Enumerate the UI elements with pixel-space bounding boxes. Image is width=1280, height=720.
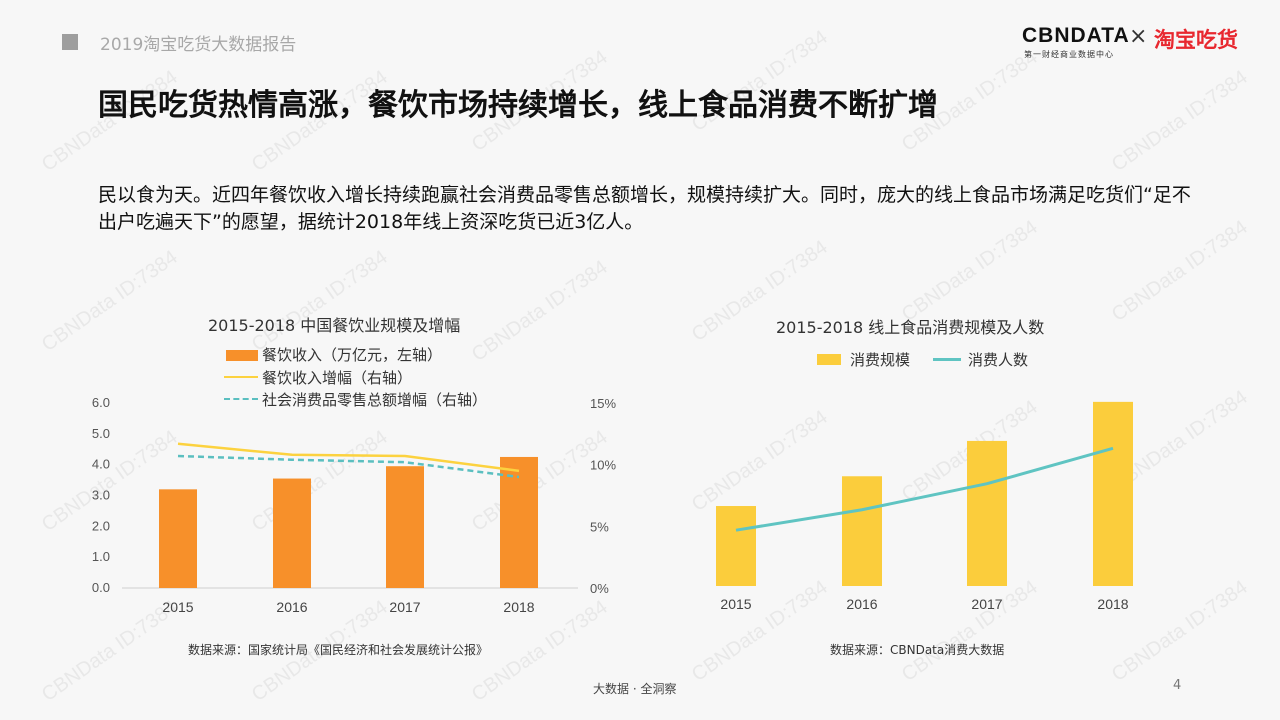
- header-square-icon: [62, 34, 78, 50]
- chart2-source: 数据来源：CBNData消费大数据: [830, 643, 1005, 657]
- chart2-line-people: [735, 446, 1114, 532]
- chart2-title: 2015-2018 线上食品消费规模及人数: [776, 318, 1045, 337]
- chart1-left-tick-label: 2.0: [92, 518, 110, 533]
- chart1-legend-line-swatch: [224, 376, 258, 378]
- chart2-x-tick-label: 2018: [1097, 596, 1128, 612]
- chart2-bar: [1093, 401, 1133, 586]
- chart1-left-tick-label: 0.0: [92, 580, 110, 595]
- chart1-line-revenue-growth: [177, 442, 520, 473]
- chart1-x-tick-label: 2017: [389, 599, 420, 615]
- chart1-bar: [386, 466, 424, 588]
- chart1-right-tick-label: 0%: [590, 581, 609, 596]
- chart1-legend-dashed-swatch: [224, 398, 258, 400]
- chart1-source: 数据来源：国家统计局《国民经济和社会发展统计公报》: [188, 643, 489, 657]
- times-icon: ×: [1129, 24, 1148, 49]
- chart1-legend-item-retail-growth: 社会消费品零售总额增幅（右轴）: [262, 391, 488, 409]
- chart1-legend-item-revenue: 餐饮收入（万亿元，左轴）: [262, 346, 443, 364]
- cbndata-logo-text: CBNDATA: [1022, 24, 1130, 47]
- chart1-bar: [159, 489, 197, 588]
- chart1-left-tick-label: 3.0: [92, 488, 110, 503]
- chart1-x-tick-label: 2015: [162, 599, 193, 615]
- chart1-right-tick-label: 10%: [590, 458, 616, 473]
- chart2-x-tick-label: 2016: [846, 596, 877, 612]
- page-headline: 国民吃货热情高涨，餐饮市场持续增长，线上食品消费不断扩增: [98, 88, 938, 123]
- brand-logo: CBNDATA 第一财经商业数据中心 × 淘宝吃货: [1022, 22, 1242, 62]
- chart2-legend-bar-swatch: [817, 354, 841, 365]
- report-title: 2019淘宝吃货大数据报告: [100, 35, 297, 55]
- page-number: 4: [1173, 678, 1182, 693]
- taobao-logo-text: 淘宝吃货: [1154, 28, 1238, 52]
- footer-slogan: 大数据 · 全洞察: [593, 682, 677, 696]
- chart2-legend-line-swatch: [933, 358, 961, 361]
- chart1-x-tick-label: 2018: [503, 599, 534, 615]
- chart1-x-tick-label: 2016: [276, 599, 307, 615]
- chart1-left-tick-label: 1.0: [92, 549, 110, 564]
- chart1-legend-bar-swatch: [226, 350, 258, 361]
- chart1-legend-item-revenue-growth: 餐饮收入增幅（右轴）: [262, 369, 413, 387]
- intro-paragraph: 民以食为天。近四年餐饮收入增长持续跑赢社会消费品零售总额增长，规模持续扩大。同时…: [98, 184, 1191, 233]
- chart1-left-tick-label: 4.0: [92, 457, 110, 472]
- chart1-title: 2015-2018 中国餐饮业规模及增幅: [208, 316, 461, 335]
- chart2-bar: [967, 440, 1007, 586]
- chart1-right-tick-label: 15%: [590, 396, 616, 411]
- chart2-x-tick-label: 2017: [971, 596, 1002, 612]
- chart2-bar: [716, 506, 756, 586]
- chart1-right-tick-label: 5%: [590, 519, 609, 534]
- chart1-left-tick-label: 5.0: [92, 426, 110, 441]
- chart2-x-tick-label: 2015: [720, 596, 751, 612]
- chart1-bar: [273, 478, 311, 588]
- chart1-left-tick-label: 6.0: [92, 395, 110, 410]
- chart1-bar: [500, 456, 538, 588]
- cbndata-logo-subtitle: 第一财经商业数据中心: [1024, 50, 1114, 59]
- chart2-bar: [842, 476, 882, 586]
- chart2-legend-item-people: 消费人数: [968, 351, 1029, 369]
- chart1-line-retail-growth: [177, 454, 520, 479]
- chart2-legend-item-scale: 消费规模: [850, 351, 911, 369]
